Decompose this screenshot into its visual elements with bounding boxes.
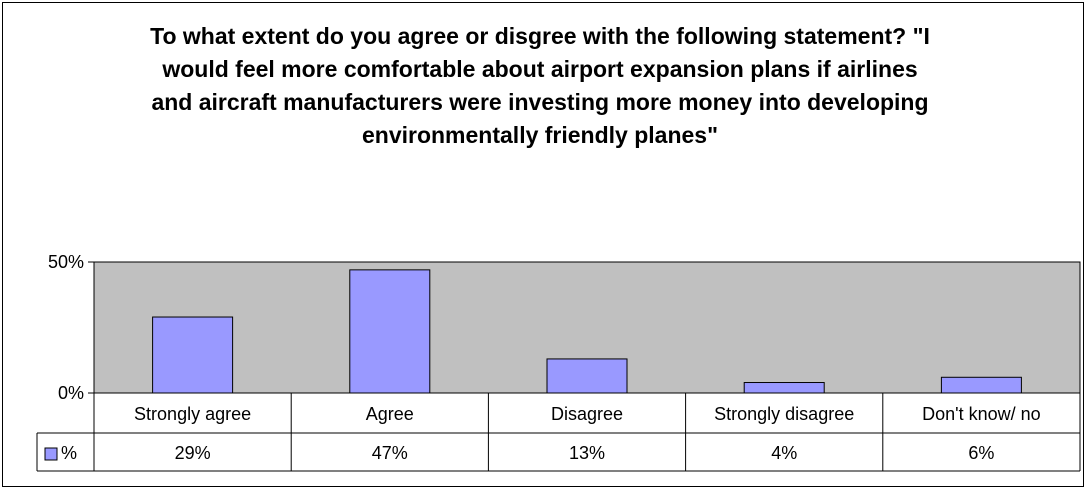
data-label: 4% <box>771 443 797 463</box>
data-label: 29% <box>175 443 211 463</box>
legend-swatch <box>44 447 58 461</box>
category-label: Don't know/ no <box>922 404 1041 424</box>
y-tick-label: 0% <box>58 383 84 403</box>
category-label: Strongly agree <box>134 404 251 424</box>
category-label: Agree <box>366 404 414 424</box>
y-tick-label: 50% <box>48 252 84 272</box>
bar <box>152 316 234 394</box>
category-label: Disagree <box>551 404 623 424</box>
legend-label: % <box>61 443 77 463</box>
bar <box>546 358 628 394</box>
data-label: 47% <box>372 443 408 463</box>
category-label: Strongly disagree <box>714 404 854 424</box>
bar <box>349 269 431 394</box>
bar <box>743 382 825 394</box>
bar <box>940 376 1022 394</box>
data-label: 13% <box>569 443 605 463</box>
chart-title: To what extent do you agree or disgree w… <box>150 23 930 148</box>
data-label: 6% <box>968 443 994 463</box>
